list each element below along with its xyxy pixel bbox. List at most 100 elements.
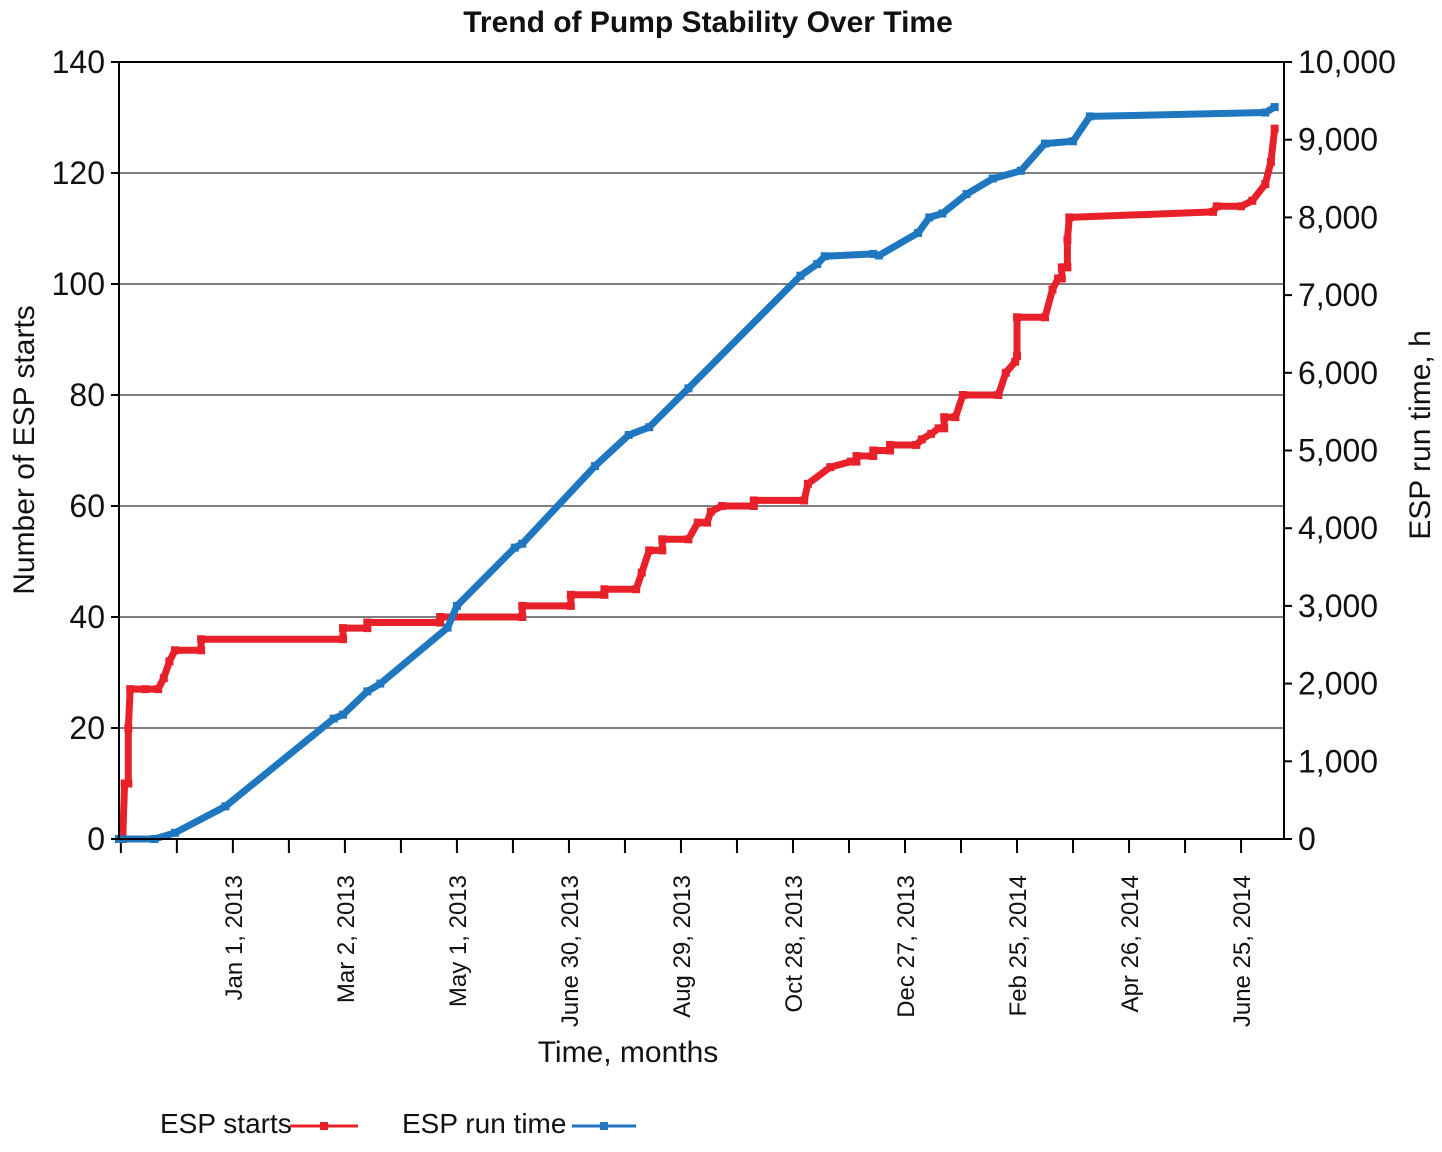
y-right-tick-label: 9,000 (1298, 122, 1378, 158)
data-point (566, 590, 575, 599)
chart-title: Trend of Pump Stability Over Time (463, 6, 953, 39)
data-point (632, 585, 641, 594)
data-point (329, 714, 338, 723)
data-point (1048, 285, 1057, 294)
data-point (1063, 263, 1072, 272)
x-axis-label: Time, months (538, 1036, 719, 1069)
data-point (154, 685, 163, 694)
y-axis-right-label: ESP run time, h (1404, 330, 1437, 540)
data-point (600, 590, 609, 599)
data-point (452, 601, 461, 610)
data-point (1016, 166, 1025, 175)
data-point (940, 424, 949, 433)
data-point (363, 618, 372, 627)
data-point (693, 518, 702, 527)
legend: ESP starts ESP run time (160, 1108, 636, 1139)
x-tick-label: June 30, 2013 (557, 875, 584, 1027)
y-left-tick-label: 80 (69, 377, 105, 413)
data-point (852, 452, 861, 461)
y-axis-left-label: Number of ESP starts (8, 305, 41, 595)
x-tick-label: Aug 29, 2013 (669, 875, 696, 1018)
data-point (1057, 263, 1066, 272)
x-axis-tick-labels: Jan 1, 2013 Mar 2, 2013 May 1, 2013 June 30… (221, 875, 1256, 1027)
data-point (813, 260, 822, 269)
data-point (1270, 124, 1279, 133)
data-point (869, 249, 878, 258)
data-point (940, 413, 949, 422)
data-point (925, 213, 934, 222)
x-tick-label: May 1, 2013 (445, 875, 472, 1007)
data-point (886, 446, 895, 455)
data-point (436, 618, 445, 627)
data-point (624, 430, 633, 439)
data-point (1261, 108, 1270, 117)
y-right-tick-label: 10,000 (1298, 44, 1396, 80)
data-point (962, 190, 971, 199)
x-tick-label: June 25, 2014 (1229, 875, 1256, 1027)
x-tick-label: Mar 2, 2013 (333, 875, 360, 1003)
data-point (718, 502, 727, 510)
y-right-tick-label: 5,000 (1298, 433, 1378, 469)
series-layer (115, 103, 1279, 843)
series-esp-starts (115, 124, 1279, 843)
x-tick-label: Feb 25, 2014 (1005, 875, 1032, 1016)
data-point (124, 724, 133, 732)
y-right-tick-label: 6,000 (1298, 355, 1378, 391)
data-point (846, 457, 855, 466)
data-point (658, 546, 667, 555)
data-point (197, 635, 206, 644)
data-point (1001, 368, 1010, 377)
data-point (600, 585, 609, 594)
data-point (1266, 157, 1275, 166)
data-point (1270, 103, 1279, 112)
data-point (518, 601, 527, 610)
data-point (1041, 139, 1050, 148)
data-point (886, 440, 895, 449)
data-point (171, 646, 180, 655)
data-point (1085, 112, 1094, 121)
data-point (826, 463, 835, 472)
y-left-tick-label: 40 (69, 599, 105, 635)
data-point (126, 685, 135, 694)
data-point (1013, 313, 1022, 322)
data-point (159, 674, 168, 683)
data-point (510, 543, 519, 552)
y-axis-right-ticks: 0 1,000 2,000 3,000 4,000 5,000 6,000 7,000 8,00… (1284, 44, 1396, 857)
series-line (115, 125, 1279, 843)
data-point (958, 391, 967, 399)
data-point (852, 457, 861, 466)
data-point (363, 687, 372, 696)
data-point (1063, 235, 1072, 244)
data-point (684, 535, 693, 544)
data-point (197, 646, 206, 655)
x-tick-label: Oct 28, 2013 (781, 875, 808, 1012)
data-point (820, 252, 829, 261)
data-point (988, 174, 997, 183)
data-point (1013, 352, 1022, 361)
data-point (1065, 213, 1074, 222)
data-point (938, 209, 947, 218)
data-point (363, 624, 372, 633)
legend-marker (600, 1122, 608, 1130)
data-point (658, 535, 667, 544)
series-esp-run-time (115, 103, 1279, 843)
data-point (1041, 313, 1050, 322)
legend-swatch-esp-starts (290, 1122, 358, 1130)
data-point (221, 802, 230, 811)
data-point (951, 413, 960, 422)
data-point (436, 613, 445, 621)
data-point (994, 391, 1003, 399)
data-point (874, 251, 883, 260)
y-right-tick-label: 7,000 (1298, 277, 1378, 313)
x-tick-label: Dec 27, 2013 (893, 875, 920, 1018)
data-point (591, 462, 600, 471)
y-left-tick-label: 0 (87, 821, 105, 857)
gridlines (119, 172, 1284, 729)
legend-swatch-esp-run-time (572, 1122, 636, 1130)
data-point (376, 679, 385, 688)
data-point (1209, 207, 1218, 216)
data-point (1011, 357, 1020, 366)
data-point (749, 502, 758, 510)
legend-label-esp-run-time: ESP run time (402, 1108, 566, 1139)
data-point (917, 435, 926, 444)
